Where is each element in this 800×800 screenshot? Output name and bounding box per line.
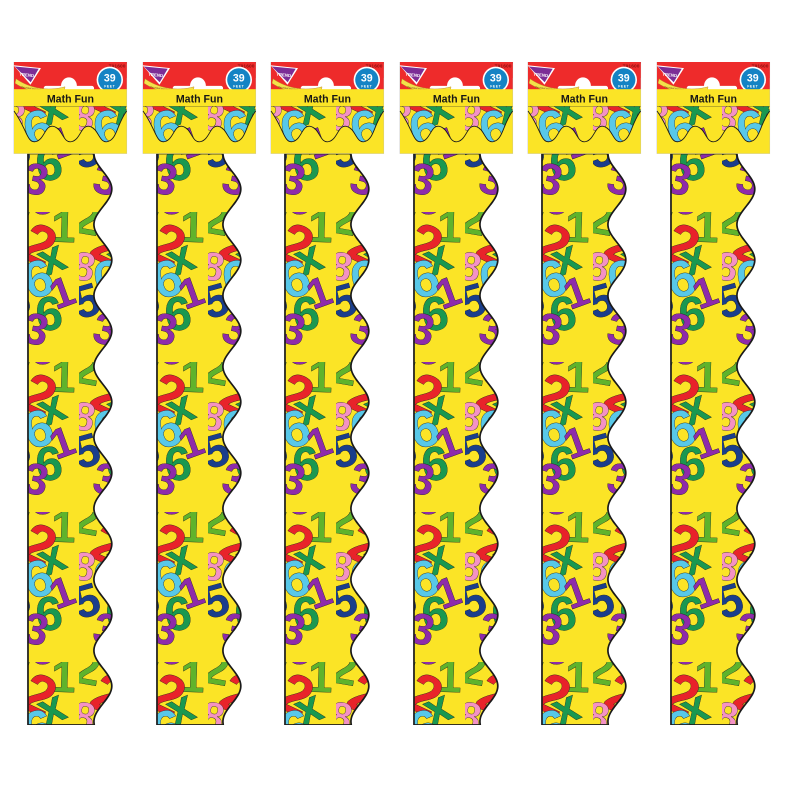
svg-text:Math Fun: Math Fun	[47, 94, 94, 106]
svg-text:Math Fun: Math Fun	[304, 94, 351, 106]
svg-text:Math Fun: Math Fun	[432, 94, 479, 106]
svg-text:39: 39	[746, 73, 758, 85]
svg-text:FEET: FEET	[361, 85, 372, 89]
svg-text:Math Fun: Math Fun	[561, 94, 608, 106]
svg-text:39: 39	[618, 73, 630, 85]
svg-text:FEET: FEET	[490, 85, 501, 89]
svg-text:FEET: FEET	[233, 85, 244, 89]
svg-text:FEET: FEET	[618, 85, 629, 89]
svg-text:Math Fun: Math Fun	[175, 94, 222, 106]
svg-text:39: 39	[489, 73, 501, 85]
svg-text:Math Fun: Math Fun	[689, 94, 736, 106]
svg-text:FEET: FEET	[747, 85, 758, 89]
svg-text:39: 39	[232, 73, 244, 85]
svg-text:FEET: FEET	[104, 85, 115, 89]
svg-text:39: 39	[361, 73, 373, 85]
svg-text:39: 39	[104, 73, 116, 85]
